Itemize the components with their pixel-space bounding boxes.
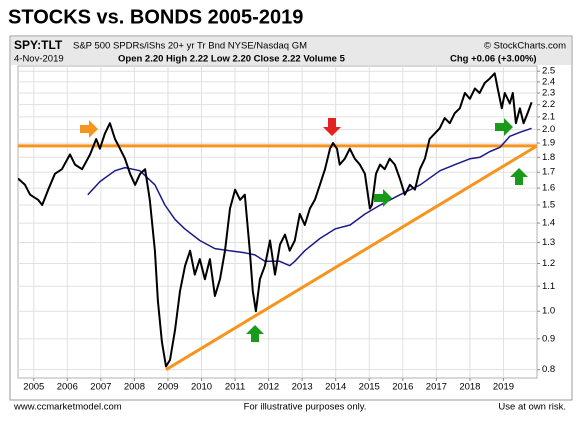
x-tick-label: 2016 xyxy=(392,382,413,393)
x-tick-label: 2019 xyxy=(493,382,514,393)
footer-left: www.ccmarketmodel.com xyxy=(13,402,122,413)
date: 4-Nov-2019 xyxy=(14,54,64,65)
x-tick-label: 2005 xyxy=(23,382,44,393)
quote: Open 2.20 High 2.22 Low 2.20 Close 2.22 … xyxy=(118,54,346,65)
arrow-up xyxy=(510,168,528,185)
chart-title: STOCKS vs. BONDS 2005-2019 xyxy=(8,6,303,28)
x-tick-label: 2011 xyxy=(225,382,245,393)
x-tick-label: 2012 xyxy=(258,382,279,393)
symbol: SPY:TLT xyxy=(14,38,63,52)
y-tick-label: 1.0 xyxy=(542,306,555,317)
y-tick-label: 1.6 xyxy=(542,183,555,194)
y-tick-label: 1.5 xyxy=(542,200,555,211)
y-tick-label: 1.4 xyxy=(542,218,555,229)
y-tick-label: 1.7 xyxy=(542,167,555,178)
x-tick-label: 2013 xyxy=(292,382,313,393)
y-tick-label: 1.3 xyxy=(542,237,555,248)
arrow-down xyxy=(323,118,341,136)
chart-header xyxy=(11,37,571,65)
x-tick-label: 2010 xyxy=(191,382,212,393)
y-tick-label: 0.9 xyxy=(542,333,555,344)
arrow-right xyxy=(374,189,392,207)
description: S&P 500 SPDRs/iShs 20+ yr Tr Bnd NYSE/Na… xyxy=(73,41,307,52)
arrow-up xyxy=(246,325,264,342)
y-tick-label: 1.2 xyxy=(542,258,555,269)
change: Chg +0.06 (+3.00%) xyxy=(450,54,537,65)
x-tick-label: 2006 xyxy=(57,382,78,393)
x-tick-label: 2018 xyxy=(459,382,480,393)
y-tick-label: 2.3 xyxy=(542,88,555,99)
footer-right: Use at own risk. xyxy=(498,402,566,413)
series-group xyxy=(18,72,537,371)
grid xyxy=(18,66,540,381)
y-tick-label: 1.9 xyxy=(542,138,555,149)
y-tick-label: 2.4 xyxy=(542,76,555,87)
x-tick-label: 2009 xyxy=(157,382,178,393)
x-tick-label: 2017 xyxy=(426,382,447,393)
source: © StockCharts.com xyxy=(484,41,566,52)
y-tick-label: 1.1 xyxy=(542,281,555,292)
plot-area xyxy=(17,65,538,379)
arrow-right xyxy=(80,120,98,138)
series-line xyxy=(18,72,533,368)
y-tick-label: 2.1 xyxy=(542,111,555,122)
y-tick-label: 2.2 xyxy=(542,99,555,110)
y-tick-label: 2.0 xyxy=(542,124,555,135)
x-tick-label: 2008 xyxy=(124,382,145,393)
x-tick-label: 2007 xyxy=(90,382,111,393)
y-tick-label: 2.5 xyxy=(542,66,555,77)
annotations xyxy=(80,118,528,342)
x-tick-label: 2014 xyxy=(325,382,346,393)
y-tick-label: 1.8 xyxy=(542,152,555,163)
y-tick-label: 0.8 xyxy=(542,364,555,375)
arrow-right xyxy=(495,118,513,136)
series-line xyxy=(165,144,537,371)
series-line xyxy=(87,127,532,267)
footer-center: For illustrative purposes only. xyxy=(244,402,367,413)
x-tick-label: 2015 xyxy=(359,382,380,393)
